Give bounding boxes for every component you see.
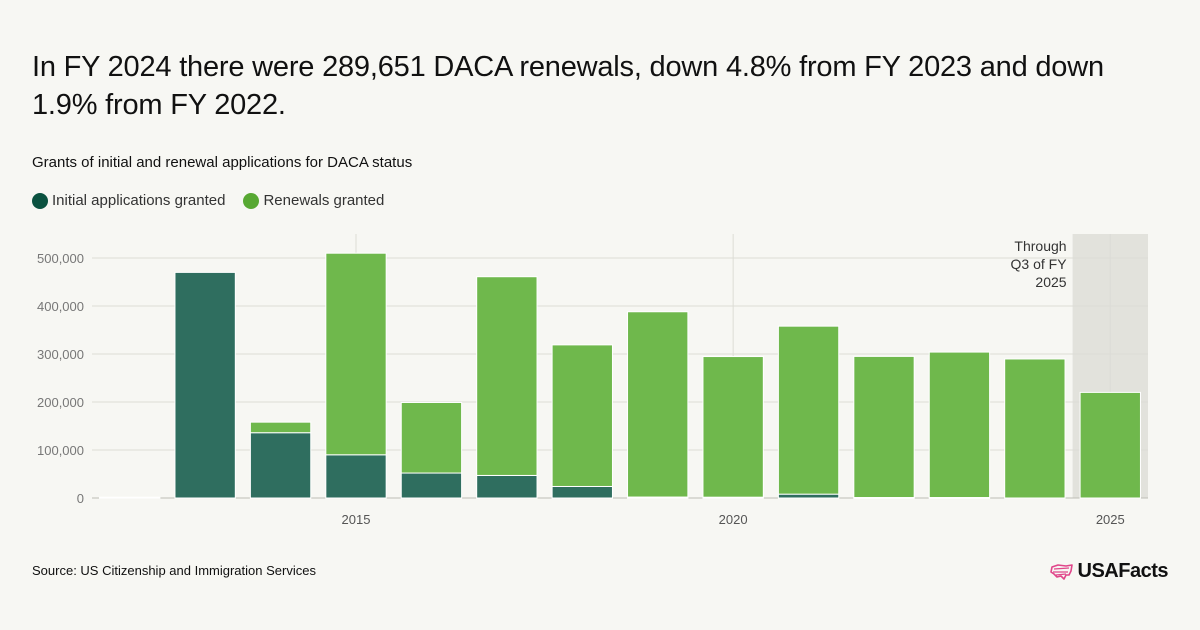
bar-renewal-2020 xyxy=(702,356,764,498)
bar-renewal-2021 xyxy=(777,325,840,495)
legend-item-initial: Initial applications granted xyxy=(32,192,225,209)
bar-renewal-2022 xyxy=(853,355,915,499)
headline: In FY 2024 there were 289,651 DACA renew… xyxy=(32,51,1104,121)
x-tick-label: 2020 xyxy=(719,512,748,527)
bar-renewal-2018 xyxy=(551,344,613,487)
legend-swatch-renewals xyxy=(243,192,260,209)
usafacts-logo: USAFacts xyxy=(1049,560,1169,583)
bar-initial-2018 xyxy=(551,485,613,499)
bar-initial-2017 xyxy=(476,474,538,499)
partial-year-note: Q3 of FY xyxy=(1011,256,1068,272)
logo-text: USAFacts xyxy=(1077,560,1169,582)
bar-renewal-2025 xyxy=(1079,391,1141,499)
y-tick-label: 100,000 xyxy=(37,443,84,458)
partial-year-note: 2025 xyxy=(1035,274,1066,290)
y-tick-label: 300,000 xyxy=(37,347,84,362)
chart-subtitle: Grants of initial and renewal applicatio… xyxy=(32,154,413,171)
bar-initial-2012 xyxy=(99,496,161,499)
legend-label-initial: Initial applications granted xyxy=(52,192,226,209)
source-note: Source: US Citizenship and Immigration S… xyxy=(32,563,316,578)
bar-renewal-2019 xyxy=(627,311,689,498)
legend-label-renewals: Renewals granted xyxy=(263,192,385,209)
y-tick-label: 500,000 xyxy=(37,251,84,266)
bar-initial-2021 xyxy=(777,493,840,499)
bar-renewal-2023 xyxy=(928,351,991,499)
y-tick-label: 400,000 xyxy=(37,299,84,314)
bar-renewal-2016 xyxy=(400,401,463,474)
bar-initial-2016 xyxy=(400,472,463,499)
legend-swatch-initial xyxy=(32,192,48,209)
y-tick-label: 200,000 xyxy=(37,395,84,410)
legend-item-renewals: Renewals granted xyxy=(243,192,384,209)
us-map-icon xyxy=(1049,563,1073,580)
bar-renewal-2014 xyxy=(249,421,312,434)
bar-initial-2015 xyxy=(325,454,387,499)
bar-renewal-2015 xyxy=(325,252,387,456)
bar-renewal-2024 xyxy=(1004,358,1066,499)
partial-year-note: Through xyxy=(1014,238,1066,254)
bar-initial-2014 xyxy=(249,432,312,499)
bar-initial-2013 xyxy=(174,271,236,499)
x-tick-label: 2015 xyxy=(342,512,371,527)
x-tick-label: 2025 xyxy=(1096,512,1125,527)
chart-legend: Initial applications granted Renewals gr… xyxy=(32,192,402,209)
y-tick-label: 0 xyxy=(77,491,84,506)
bar-renewal-2017 xyxy=(476,276,538,476)
